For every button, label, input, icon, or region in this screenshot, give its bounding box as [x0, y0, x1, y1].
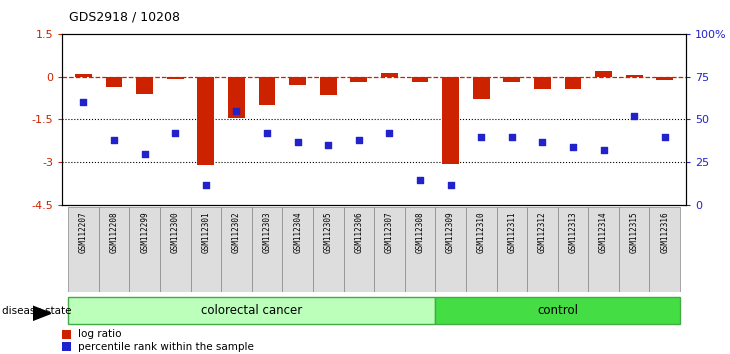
- Bar: [228, 76, 245, 118]
- FancyBboxPatch shape: [588, 207, 619, 292]
- FancyBboxPatch shape: [558, 207, 588, 292]
- Bar: [106, 76, 123, 87]
- Text: control: control: [537, 304, 578, 317]
- Point: [77, 99, 89, 105]
- Text: colorectal cancer: colorectal cancer: [201, 304, 302, 317]
- Bar: [656, 76, 673, 80]
- Point: [598, 148, 610, 153]
- Point: [261, 130, 273, 136]
- FancyBboxPatch shape: [129, 207, 160, 292]
- Point: [659, 134, 671, 139]
- Point: [414, 177, 426, 182]
- Point: [475, 134, 487, 139]
- Bar: [504, 76, 520, 82]
- FancyBboxPatch shape: [374, 207, 404, 292]
- FancyBboxPatch shape: [68, 297, 435, 324]
- Text: GSM112300: GSM112300: [171, 211, 180, 253]
- FancyBboxPatch shape: [650, 207, 680, 292]
- FancyBboxPatch shape: [466, 207, 496, 292]
- Text: GSM112305: GSM112305: [323, 211, 333, 253]
- Text: GSM112314: GSM112314: [599, 211, 608, 253]
- Text: GSM112309: GSM112309: [446, 211, 455, 253]
- Text: disease state: disease state: [2, 306, 72, 316]
- Polygon shape: [33, 306, 51, 320]
- Text: GSM112308: GSM112308: [415, 211, 425, 253]
- Point: [383, 130, 395, 136]
- Text: GSM112299: GSM112299: [140, 211, 149, 253]
- FancyBboxPatch shape: [435, 207, 466, 292]
- Point: [445, 182, 456, 188]
- Bar: [320, 76, 337, 95]
- Point: [353, 137, 365, 143]
- Bar: [62, 330, 72, 338]
- FancyBboxPatch shape: [619, 207, 650, 292]
- FancyBboxPatch shape: [160, 207, 191, 292]
- Text: log ratio: log ratio: [77, 329, 121, 339]
- Text: GSM112310: GSM112310: [477, 211, 485, 253]
- Point: [292, 139, 304, 145]
- Text: GSM112316: GSM112316: [660, 211, 669, 253]
- Bar: [75, 74, 92, 76]
- Text: GSM112307: GSM112307: [385, 211, 394, 253]
- Point: [139, 151, 150, 156]
- Text: percentile rank within the sample: percentile rank within the sample: [77, 342, 253, 352]
- Point: [169, 130, 181, 136]
- FancyBboxPatch shape: [496, 207, 527, 292]
- FancyBboxPatch shape: [435, 297, 680, 324]
- Bar: [197, 76, 215, 165]
- Bar: [442, 76, 459, 164]
- Bar: [167, 76, 184, 79]
- Point: [108, 137, 120, 143]
- FancyBboxPatch shape: [252, 207, 283, 292]
- Point: [537, 139, 548, 145]
- Text: GSM112306: GSM112306: [354, 211, 364, 253]
- Point: [506, 134, 518, 139]
- Text: GSM112311: GSM112311: [507, 211, 516, 253]
- Text: GSM112301: GSM112301: [201, 211, 210, 253]
- Bar: [412, 76, 429, 82]
- Text: GSM112207: GSM112207: [79, 211, 88, 253]
- Bar: [137, 76, 153, 94]
- Point: [567, 144, 579, 150]
- Bar: [381, 73, 398, 76]
- FancyBboxPatch shape: [527, 207, 558, 292]
- Text: GSM112208: GSM112208: [110, 211, 118, 253]
- Bar: [258, 76, 275, 105]
- Text: GDS2918 / 10208: GDS2918 / 10208: [69, 10, 180, 23]
- FancyBboxPatch shape: [99, 207, 129, 292]
- Text: GSM112304: GSM112304: [293, 211, 302, 253]
- Point: [200, 182, 212, 188]
- Point: [231, 108, 242, 114]
- Text: GSM112312: GSM112312: [538, 211, 547, 253]
- Bar: [350, 76, 367, 82]
- Text: GSM112303: GSM112303: [263, 211, 272, 253]
- FancyBboxPatch shape: [221, 207, 252, 292]
- Point: [629, 113, 640, 119]
- Text: GSM112302: GSM112302: [232, 211, 241, 253]
- FancyBboxPatch shape: [404, 207, 435, 292]
- FancyBboxPatch shape: [283, 207, 313, 292]
- FancyBboxPatch shape: [313, 207, 344, 292]
- Bar: [534, 76, 551, 90]
- Bar: [564, 76, 581, 90]
- Bar: [626, 75, 642, 76]
- Bar: [289, 76, 306, 85]
- Text: GSM112315: GSM112315: [630, 211, 639, 253]
- FancyBboxPatch shape: [344, 207, 374, 292]
- FancyBboxPatch shape: [68, 207, 99, 292]
- Text: GSM112313: GSM112313: [569, 211, 577, 253]
- Bar: [62, 342, 72, 351]
- Point: [323, 142, 334, 148]
- FancyBboxPatch shape: [191, 207, 221, 292]
- Bar: [473, 76, 490, 99]
- Bar: [595, 71, 612, 76]
